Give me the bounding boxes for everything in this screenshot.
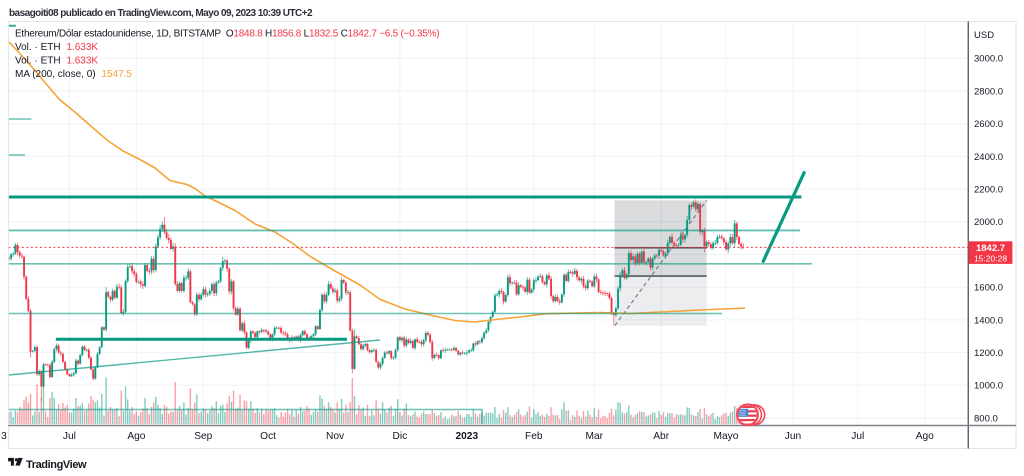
svg-text:Dic: Dic [393,431,408,442]
svg-text:MA (200, close, 0) 1547.5: MA (200, close, 0) 1547.5 [15,69,132,80]
svg-text:Feb: Feb [525,431,543,442]
svg-text:USD: USD [974,30,994,41]
svg-text:2400.0: 2400.0 [974,152,1003,163]
svg-text:Jul: Jul [63,431,76,442]
svg-text:2000.0: 2000.0 [974,217,1003,228]
svg-text:Vol. · ETH 1.633K: Vol. · ETH 1.633K [15,42,98,53]
svg-text:Nov: Nov [326,431,345,442]
svg-text:Jul: Jul [851,431,864,442]
svg-text:Mar: Mar [586,431,604,442]
svg-text:1600.0: 1600.0 [974,283,1003,294]
svg-text:3: 3 [1,431,7,442]
svg-text:Ago: Ago [916,431,934,442]
svg-text:Jun: Jun [785,431,801,442]
svg-text:Sep: Sep [194,431,212,442]
svg-text:2023: 2023 [455,431,478,442]
svg-text:1400.0: 1400.0 [974,315,1003,326]
svg-text:Oct: Oct [260,431,276,442]
svg-text:3000.0: 3000.0 [974,54,1003,65]
svg-text:2200.0: 2200.0 [974,185,1003,196]
svg-text:1000.0: 1000.0 [974,381,1003,392]
svg-text:Ethereum/Dólar estadounidense,: Ethereum/Dólar estadounidense, 1D, BITST… [15,29,439,40]
svg-text:basagoiti08 publicado en Tradi: basagoiti08 publicado en TradingView.com… [9,8,313,19]
svg-text:Abr: Abr [653,431,669,442]
svg-text:2600.0: 2600.0 [974,119,1003,130]
svg-text:15:20:28: 15:20:28 [974,253,1007,263]
svg-text:800.0: 800.0 [974,413,998,424]
svg-text:Ago: Ago [127,431,145,442]
svg-text:1842.7: 1842.7 [976,243,1005,254]
svg-text:1200.0: 1200.0 [974,348,1003,359]
svg-text:2800.0: 2800.0 [974,86,1003,97]
svg-text:TradingView: TradingView [26,459,87,471]
svg-text:Vol. · ETH 1.633K: Vol. · ETH 1.633K [15,56,98,67]
svg-text:Mayo: Mayo [714,431,739,442]
